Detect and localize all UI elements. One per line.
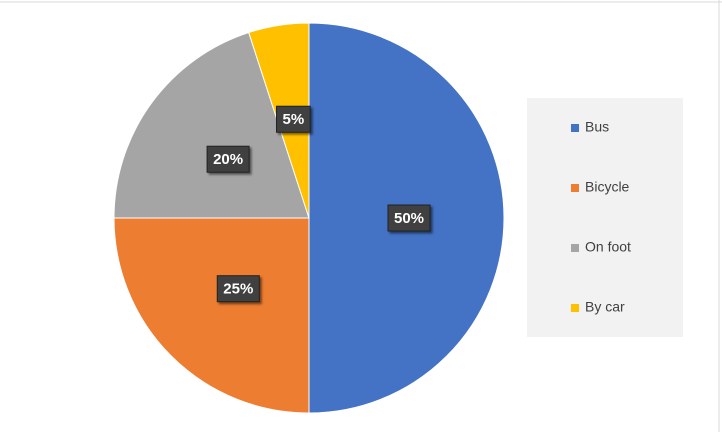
data-label-text: 50%	[394, 210, 424, 227]
data-label: 50%	[387, 204, 431, 232]
legend-swatch	[571, 304, 579, 312]
pie-slice	[113, 31, 310, 219]
legend-label: On foot	[585, 239, 631, 255]
legend-swatch	[571, 124, 579, 132]
data-label: 5%	[276, 105, 311, 133]
data-label-text: 5%	[283, 111, 305, 128]
pie-slice	[113, 217, 310, 414]
data-label-text: 25%	[223, 281, 253, 298]
legend-box	[527, 98, 683, 337]
legend-label: By car	[585, 299, 625, 315]
legend-swatch	[571, 184, 579, 192]
data-label-box	[387, 204, 431, 232]
legend-label: Bus	[585, 119, 609, 135]
data-label: 25%	[216, 275, 260, 303]
data-label: 20%	[206, 145, 250, 173]
data-label-text: 20%	[213, 151, 243, 168]
data-label-box	[206, 145, 250, 173]
legend-label: Bicycle	[585, 179, 630, 195]
legend-swatch	[571, 244, 579, 252]
data-label-box	[216, 275, 260, 303]
data-label-box	[276, 105, 311, 133]
